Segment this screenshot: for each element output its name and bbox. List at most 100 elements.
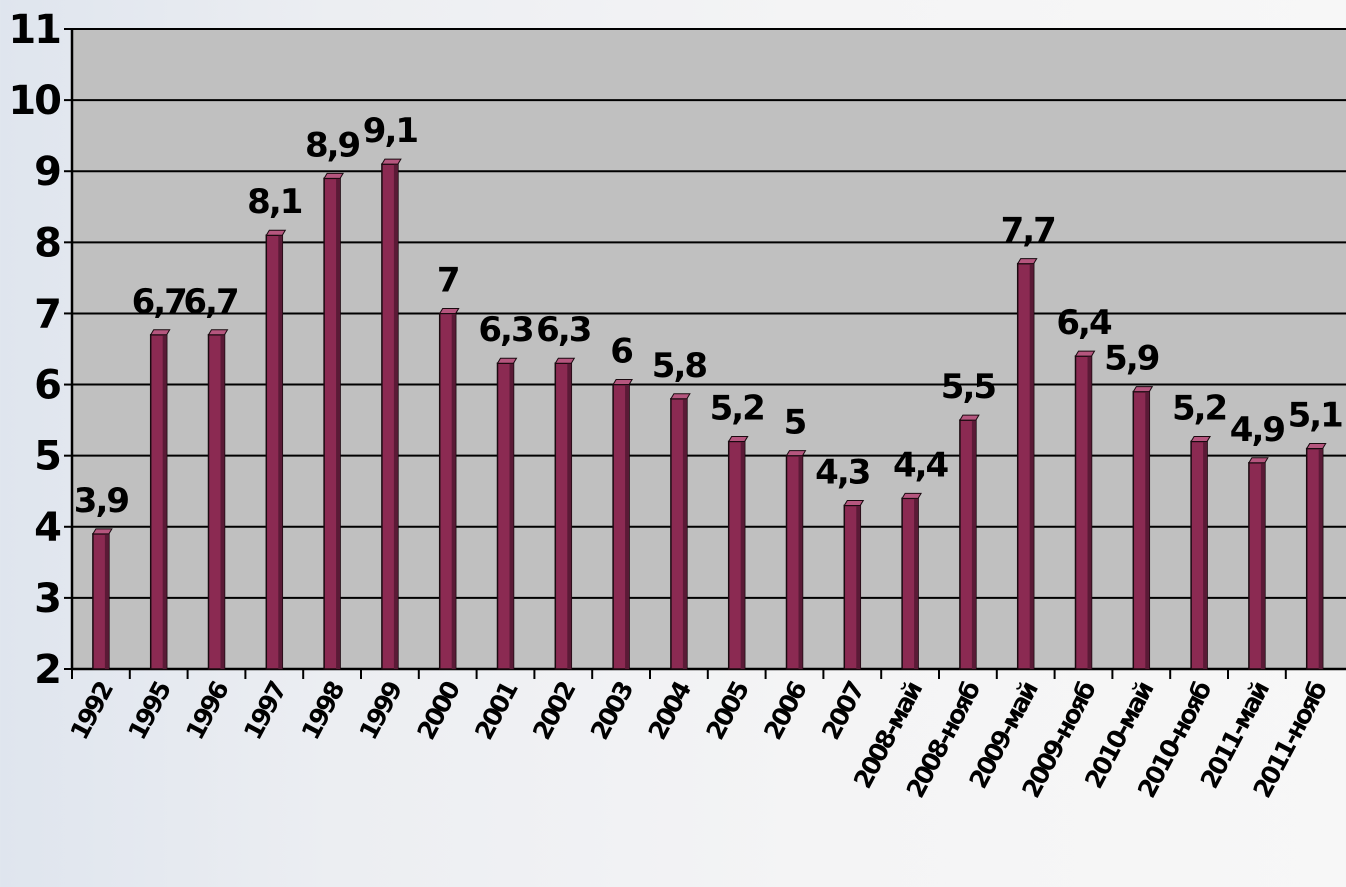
bar-side (220, 334, 225, 669)
data-label: 6,4 (1056, 303, 1112, 343)
bar-2003 (612, 379, 633, 670)
y-tick-label: 3 (34, 576, 60, 622)
bar-side (625, 384, 630, 669)
bar-2001 (496, 357, 518, 670)
bar-2009-май (1016, 258, 1038, 670)
bar-1997 (265, 229, 287, 670)
x-tick-label: 2007 (816, 677, 870, 744)
data-label: 5,5 (941, 367, 996, 407)
bar-top (1132, 386, 1154, 393)
bar-side (567, 363, 572, 669)
bar-top (265, 229, 287, 236)
bar-side (1145, 391, 1150, 669)
data-label: 5,2 (1172, 388, 1226, 428)
bar-1992 (92, 528, 113, 670)
y-tick-label: 6 (34, 363, 60, 409)
bar-side (1260, 462, 1265, 669)
bar-side (1203, 441, 1208, 669)
bar-top (323, 172, 344, 179)
x-tick-label: 2004 (643, 676, 698, 744)
bar-2008-нояб (959, 414, 980, 670)
x-tick-label: 2002 (527, 677, 581, 744)
bar-top (381, 158, 402, 165)
data-label: 9,1 (363, 111, 418, 151)
y-tick-label: 5 (34, 434, 60, 480)
y-tick-label: 11 (8, 7, 60, 53)
bar-side (1029, 263, 1034, 669)
y-tick-label: 10 (8, 78, 60, 124)
bar-side (740, 441, 745, 669)
bar-top (1016, 258, 1038, 265)
bar-side (798, 455, 803, 669)
bar-top (438, 307, 460, 314)
x-tick-label: 2003 (585, 677, 639, 744)
bar-2008-май (901, 492, 922, 670)
y-tick-label: 9 (34, 149, 60, 195)
bar-side (1318, 448, 1323, 669)
bar-top (612, 379, 633, 386)
x-tick-label: 2006 (758, 676, 813, 744)
bar-2010-май (1132, 386, 1154, 670)
bar-1999 (381, 158, 402, 670)
data-label: 6,3 (536, 310, 590, 350)
data-label: 6,7 (183, 282, 237, 322)
y-tick-label: 7 (34, 291, 60, 337)
bar-top (1305, 443, 1327, 450)
y-tick-label: 8 (34, 220, 60, 266)
x-tick-label: 1998 (296, 677, 350, 744)
x-tick-label: 2000 (411, 676, 466, 744)
data-label: 5,9 (1104, 339, 1159, 379)
bar-side (509, 363, 514, 669)
data-label: 6,7 (132, 282, 186, 322)
bar-top (785, 450, 807, 457)
bar-top (92, 528, 113, 535)
bar-side (682, 398, 687, 669)
data-label: 4,4 (893, 445, 949, 485)
data-label: 5,8 (652, 346, 707, 386)
bar-top (1248, 457, 1269, 464)
bar-side (336, 178, 341, 670)
bar-2011-май (1248, 457, 1269, 670)
bar-top (959, 414, 980, 421)
bar-1998 (323, 172, 344, 670)
bar-side (856, 505, 861, 669)
bar-side (451, 313, 456, 669)
bar-2005 (727, 435, 749, 670)
data-label: 8,9 (305, 125, 360, 165)
x-tick-label: 1996 (180, 676, 235, 744)
bar-side (914, 498, 919, 669)
bar-top (149, 329, 171, 336)
x-tick-label: 1999 (354, 677, 408, 744)
bar-top (554, 357, 576, 364)
x-tick-label: 1992 (65, 677, 119, 744)
bar-side (278, 235, 283, 669)
bar-top (1074, 350, 1096, 357)
bar-2002 (554, 357, 576, 670)
bar-top (1190, 435, 1211, 442)
data-label: 7,7 (1001, 211, 1055, 251)
x-tick-label: 1997 (238, 677, 292, 744)
bar-top (496, 357, 518, 364)
bar-side (971, 420, 976, 669)
bar-2010-нояб (1190, 435, 1211, 670)
data-label: 4,9 (1230, 410, 1285, 450)
bar-top (207, 329, 229, 336)
bar-1995 (149, 329, 171, 670)
bar-2004 (670, 393, 691, 670)
bar-side (104, 533, 109, 669)
data-label: 8,1 (247, 182, 302, 222)
x-tick-label: 2005 (700, 677, 754, 744)
y-tick-label: 4 (34, 505, 60, 551)
bar-side (1087, 356, 1092, 669)
data-label: 7 (437, 260, 459, 300)
data-label: 4,3 (815, 452, 869, 492)
bar-top (901, 492, 922, 499)
bar-2009-нояб (1074, 350, 1096, 670)
bar-side (162, 334, 167, 669)
data-label: 3,9 (74, 481, 129, 521)
bar-top (670, 393, 691, 400)
data-label: 5 (784, 403, 806, 443)
data-label: 6 (610, 332, 632, 372)
